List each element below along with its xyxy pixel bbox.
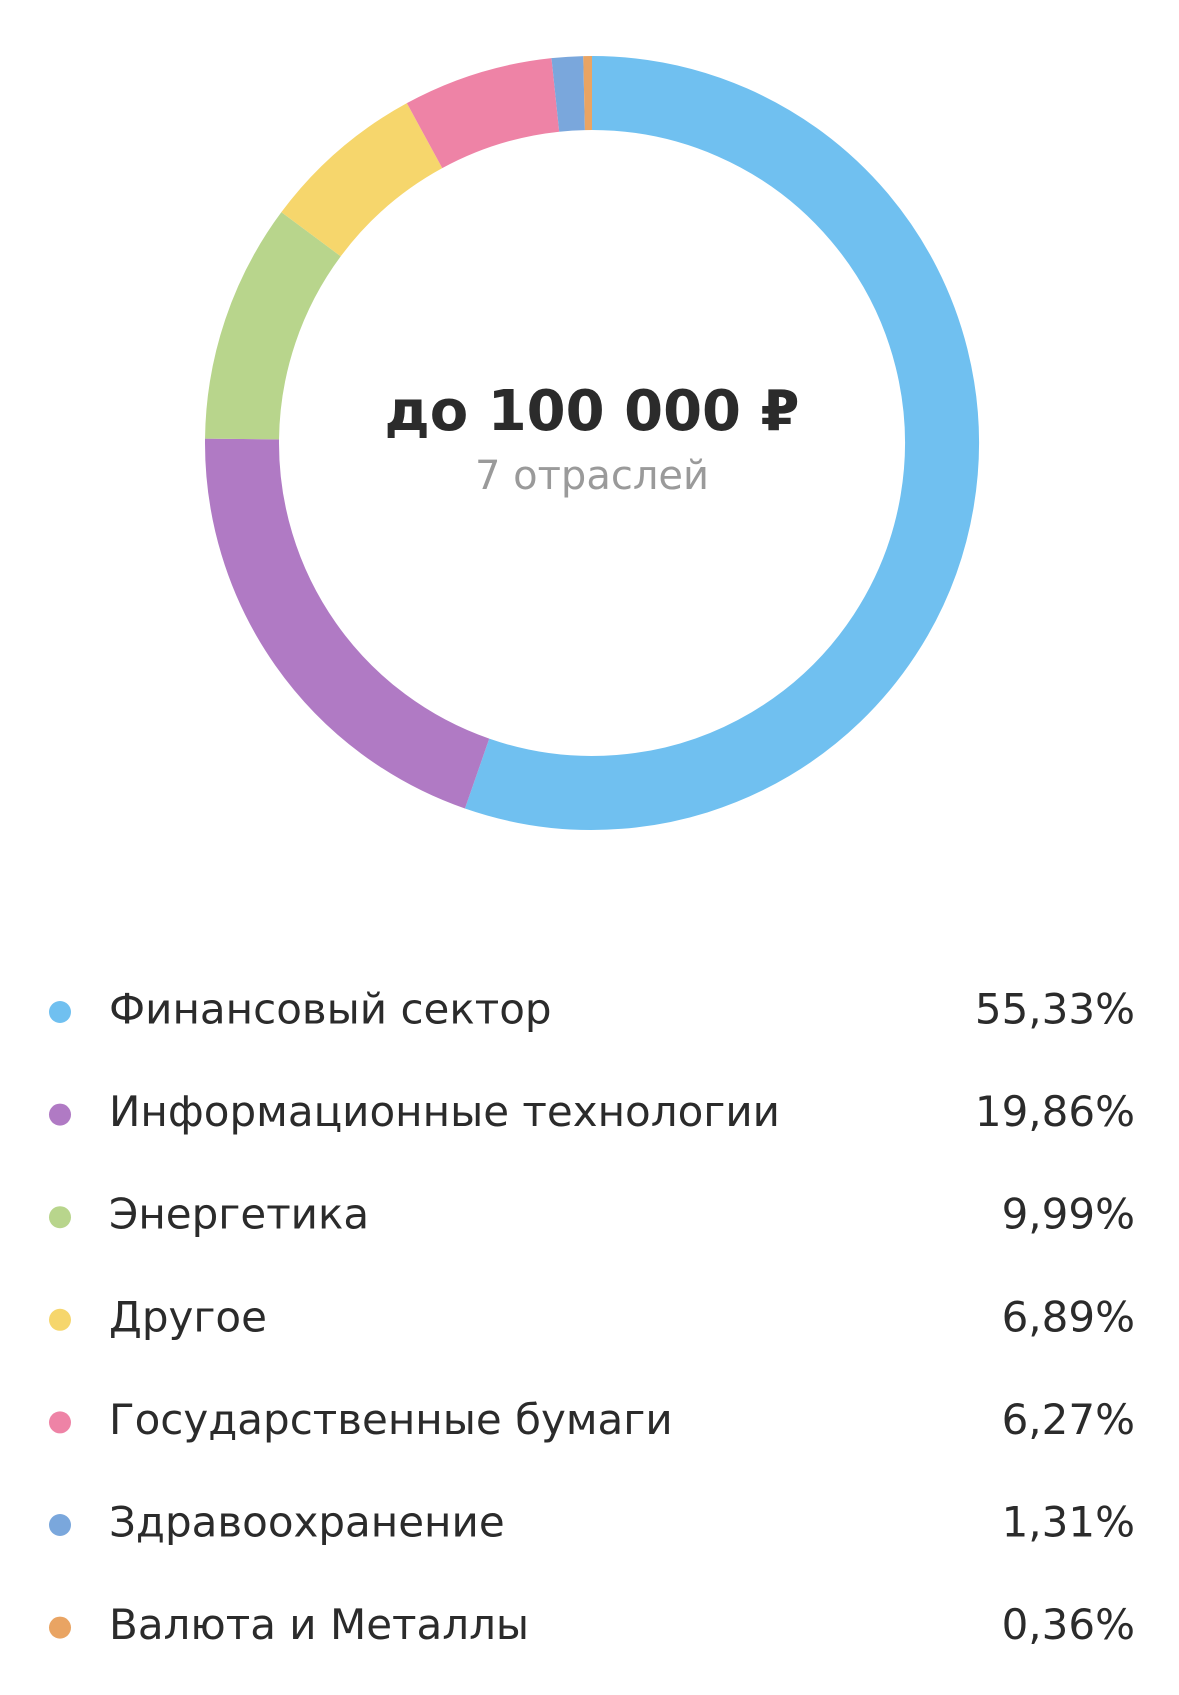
value-label: 6,27%	[1002, 1395, 1135, 1444]
value-label: 55,33%	[975, 985, 1135, 1034]
legend-dot	[49, 1001, 71, 1023]
value-label: 1,31%	[1002, 1498, 1135, 1547]
legend-label: Энергетика	[109, 1190, 369, 1239]
donut-segment	[464, 56, 979, 830]
legend-dot	[49, 1103, 71, 1126]
donut-segment	[406, 58, 560, 169]
donut-segment	[281, 103, 443, 257]
legend-label: Здравоохранение	[109, 1498, 505, 1547]
value-label: 0,36%	[1002, 1600, 1135, 1649]
legend-dot	[49, 1411, 71, 1434]
legend-dot	[49, 1514, 71, 1536]
center-title: до 100 000 ₽	[385, 379, 800, 444]
value-label: 19,86%	[975, 1087, 1135, 1136]
donut-segment	[551, 56, 586, 132]
legend-dot	[49, 1308, 71, 1331]
donut-segment	[205, 438, 490, 809]
legend-dot	[49, 1616, 71, 1639]
legend-dot	[49, 1206, 71, 1229]
legend-label: Государственные бумаги	[109, 1395, 673, 1444]
legend-label: Информационные технологии	[109, 1087, 780, 1136]
legend-label: Валюта и Металлы	[109, 1600, 529, 1649]
legend-label: Финансовый сектор	[109, 985, 552, 1034]
legend-label: Другое	[109, 1292, 267, 1341]
donut-segment	[205, 212, 342, 440]
value-label: 9,99%	[1002, 1190, 1135, 1239]
value-label: 6,89%	[1002, 1292, 1135, 1341]
center-subtitle: 7 отраслей	[475, 453, 709, 499]
